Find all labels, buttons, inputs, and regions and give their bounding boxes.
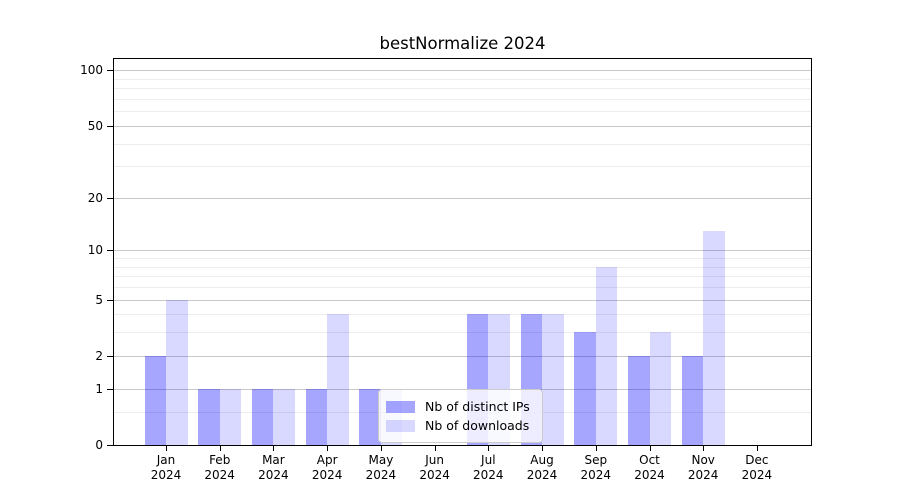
minor-gridline-70 (114, 98, 811, 100)
y-tick-2 (107, 355, 113, 357)
bar-nb-of-distinct-ips-may-2024 (359, 388, 381, 445)
minor-gridline-7 (114, 276, 811, 278)
x-tick-label-feb-2024: Feb 2024 (204, 453, 235, 482)
x-tick-nov-2024 (703, 446, 705, 451)
legend: Nb of distinct IPs Nb of downloads (378, 389, 543, 443)
y-tick-0 (107, 445, 113, 446)
bar-nb-of-downloads-feb-2024 (219, 388, 242, 445)
y-tick-label-0: 0 (95, 438, 103, 452)
y-tick-label-2: 2 (95, 348, 103, 363)
x-tick-dec-2024 (756, 446, 758, 451)
x-tick-label-apr-2024: Apr 2024 (311, 453, 343, 482)
legend-entry-downloads: Nb of downloads (386, 416, 530, 435)
minor-gridline-80 (114, 88, 811, 90)
minor-gridline-8 (114, 266, 811, 268)
bar-nb-of-downloads-jan-2024 (166, 299, 188, 445)
x-tick-sep-2024 (595, 446, 597, 451)
x-tick-oct-2024 (649, 446, 651, 451)
x-tick-label-jun-2024: Jun 2024 (419, 453, 450, 482)
x-tick-label-jul-2024: Jul 2024 (473, 453, 504, 482)
y-tick-50 (107, 125, 113, 127)
minor-gridline-6 (114, 287, 811, 288)
x-tick-apr-2024 (327, 446, 329, 451)
y-tick-label-10: 10 (87, 243, 103, 258)
x-tick-label-dec-2024: Dec 2024 (741, 453, 773, 482)
x-tick-label-sep-2024: Sep 2024 (580, 453, 612, 482)
y-tick-label-5: 5 (95, 292, 103, 307)
x-tick-jul-2024 (488, 446, 490, 451)
y-tick-10 (107, 250, 113, 252)
bar-nb-of-distinct-ips-sep-2024 (574, 332, 596, 445)
bar-nb-of-distinct-ips-jan-2024 (144, 355, 166, 445)
minor-gridline-4 (114, 314, 811, 316)
chart-title: bestNormalize 2024 (379, 34, 546, 53)
bar-nb-of-downloads-sep-2024 (595, 266, 618, 445)
x-tick-label-oct-2024: Oct 2024 (634, 453, 665, 482)
bar-layer (114, 59, 811, 445)
major-gridline-5 (114, 299, 811, 301)
bar-nb-of-downloads-apr-2024 (327, 314, 349, 445)
bar-nb-of-distinct-ips-apr-2024 (305, 388, 328, 445)
bar-nb-of-downloads-mar-2024 (273, 388, 295, 445)
major-gridline-100 (114, 70, 811, 72)
legend-label-downloads: Nb of downloads (425, 418, 530, 433)
x-tick-label-may-2024: May 2024 (365, 453, 397, 482)
minor-gridline-9 (114, 258, 811, 259)
x-tick-may-2024 (380, 446, 382, 451)
legend-swatch-distinct-ips (386, 400, 415, 413)
minor-gridline-90 (114, 78, 811, 80)
y-tick-100 (107, 70, 113, 72)
bar-nb-of-downloads-oct-2024 (649, 332, 671, 445)
x-tick-feb-2024 (219, 446, 221, 451)
y-tick-label-50: 50 (87, 118, 103, 133)
minor-gridline-3 (114, 332, 811, 334)
y-tick-5 (107, 299, 113, 301)
y-tick-1 (107, 388, 113, 390)
plot-area: Nb of distinct IPs Nb of downloads (113, 58, 812, 446)
legend-swatch-downloads (386, 419, 415, 432)
y-tick-20 (107, 197, 113, 199)
bar-nb-of-distinct-ips-oct-2024 (628, 355, 650, 445)
x-tick-jun-2024 (434, 446, 436, 451)
minor-gridline-40 (114, 143, 811, 145)
x-tick-label-nov-2024: Nov 2024 (687, 453, 719, 482)
minor-gridline-60 (114, 111, 811, 113)
bar-nb-of-downloads-aug-2024 (542, 314, 564, 445)
bar-nb-of-distinct-ips-feb-2024 (198, 388, 220, 445)
bar-nb-of-distinct-ips-mar-2024 (251, 388, 274, 445)
bar-nb-of-distinct-ips-nov-2024 (681, 355, 704, 445)
x-tick-jan-2024 (166, 446, 167, 451)
bar-nb-of-downloads-nov-2024 (703, 230, 725, 445)
y-tick-label-20: 20 (87, 190, 103, 205)
y-tick-label-100: 100 (80, 63, 103, 78)
major-gridline-2 (114, 355, 811, 357)
x-tick-label-mar-2024: Mar 2024 (258, 453, 289, 482)
major-gridline-10 (114, 250, 811, 252)
legend-label-distinct-ips: Nb of distinct IPs (425, 399, 530, 414)
x-tick-mar-2024 (273, 446, 275, 451)
x-tick-label-jan-2024: Jan 2024 (150, 453, 182, 482)
minor-gridline-30 (114, 166, 811, 168)
x-tick-label-aug-2024: Aug 2024 (526, 453, 558, 482)
y-tick-label-1: 1 (95, 381, 103, 396)
x-tick-aug-2024 (542, 446, 543, 451)
legend-entry-distinct-ips: Nb of distinct IPs (386, 397, 530, 416)
major-gridline-20 (114, 197, 811, 199)
major-gridline-50 (114, 125, 811, 127)
